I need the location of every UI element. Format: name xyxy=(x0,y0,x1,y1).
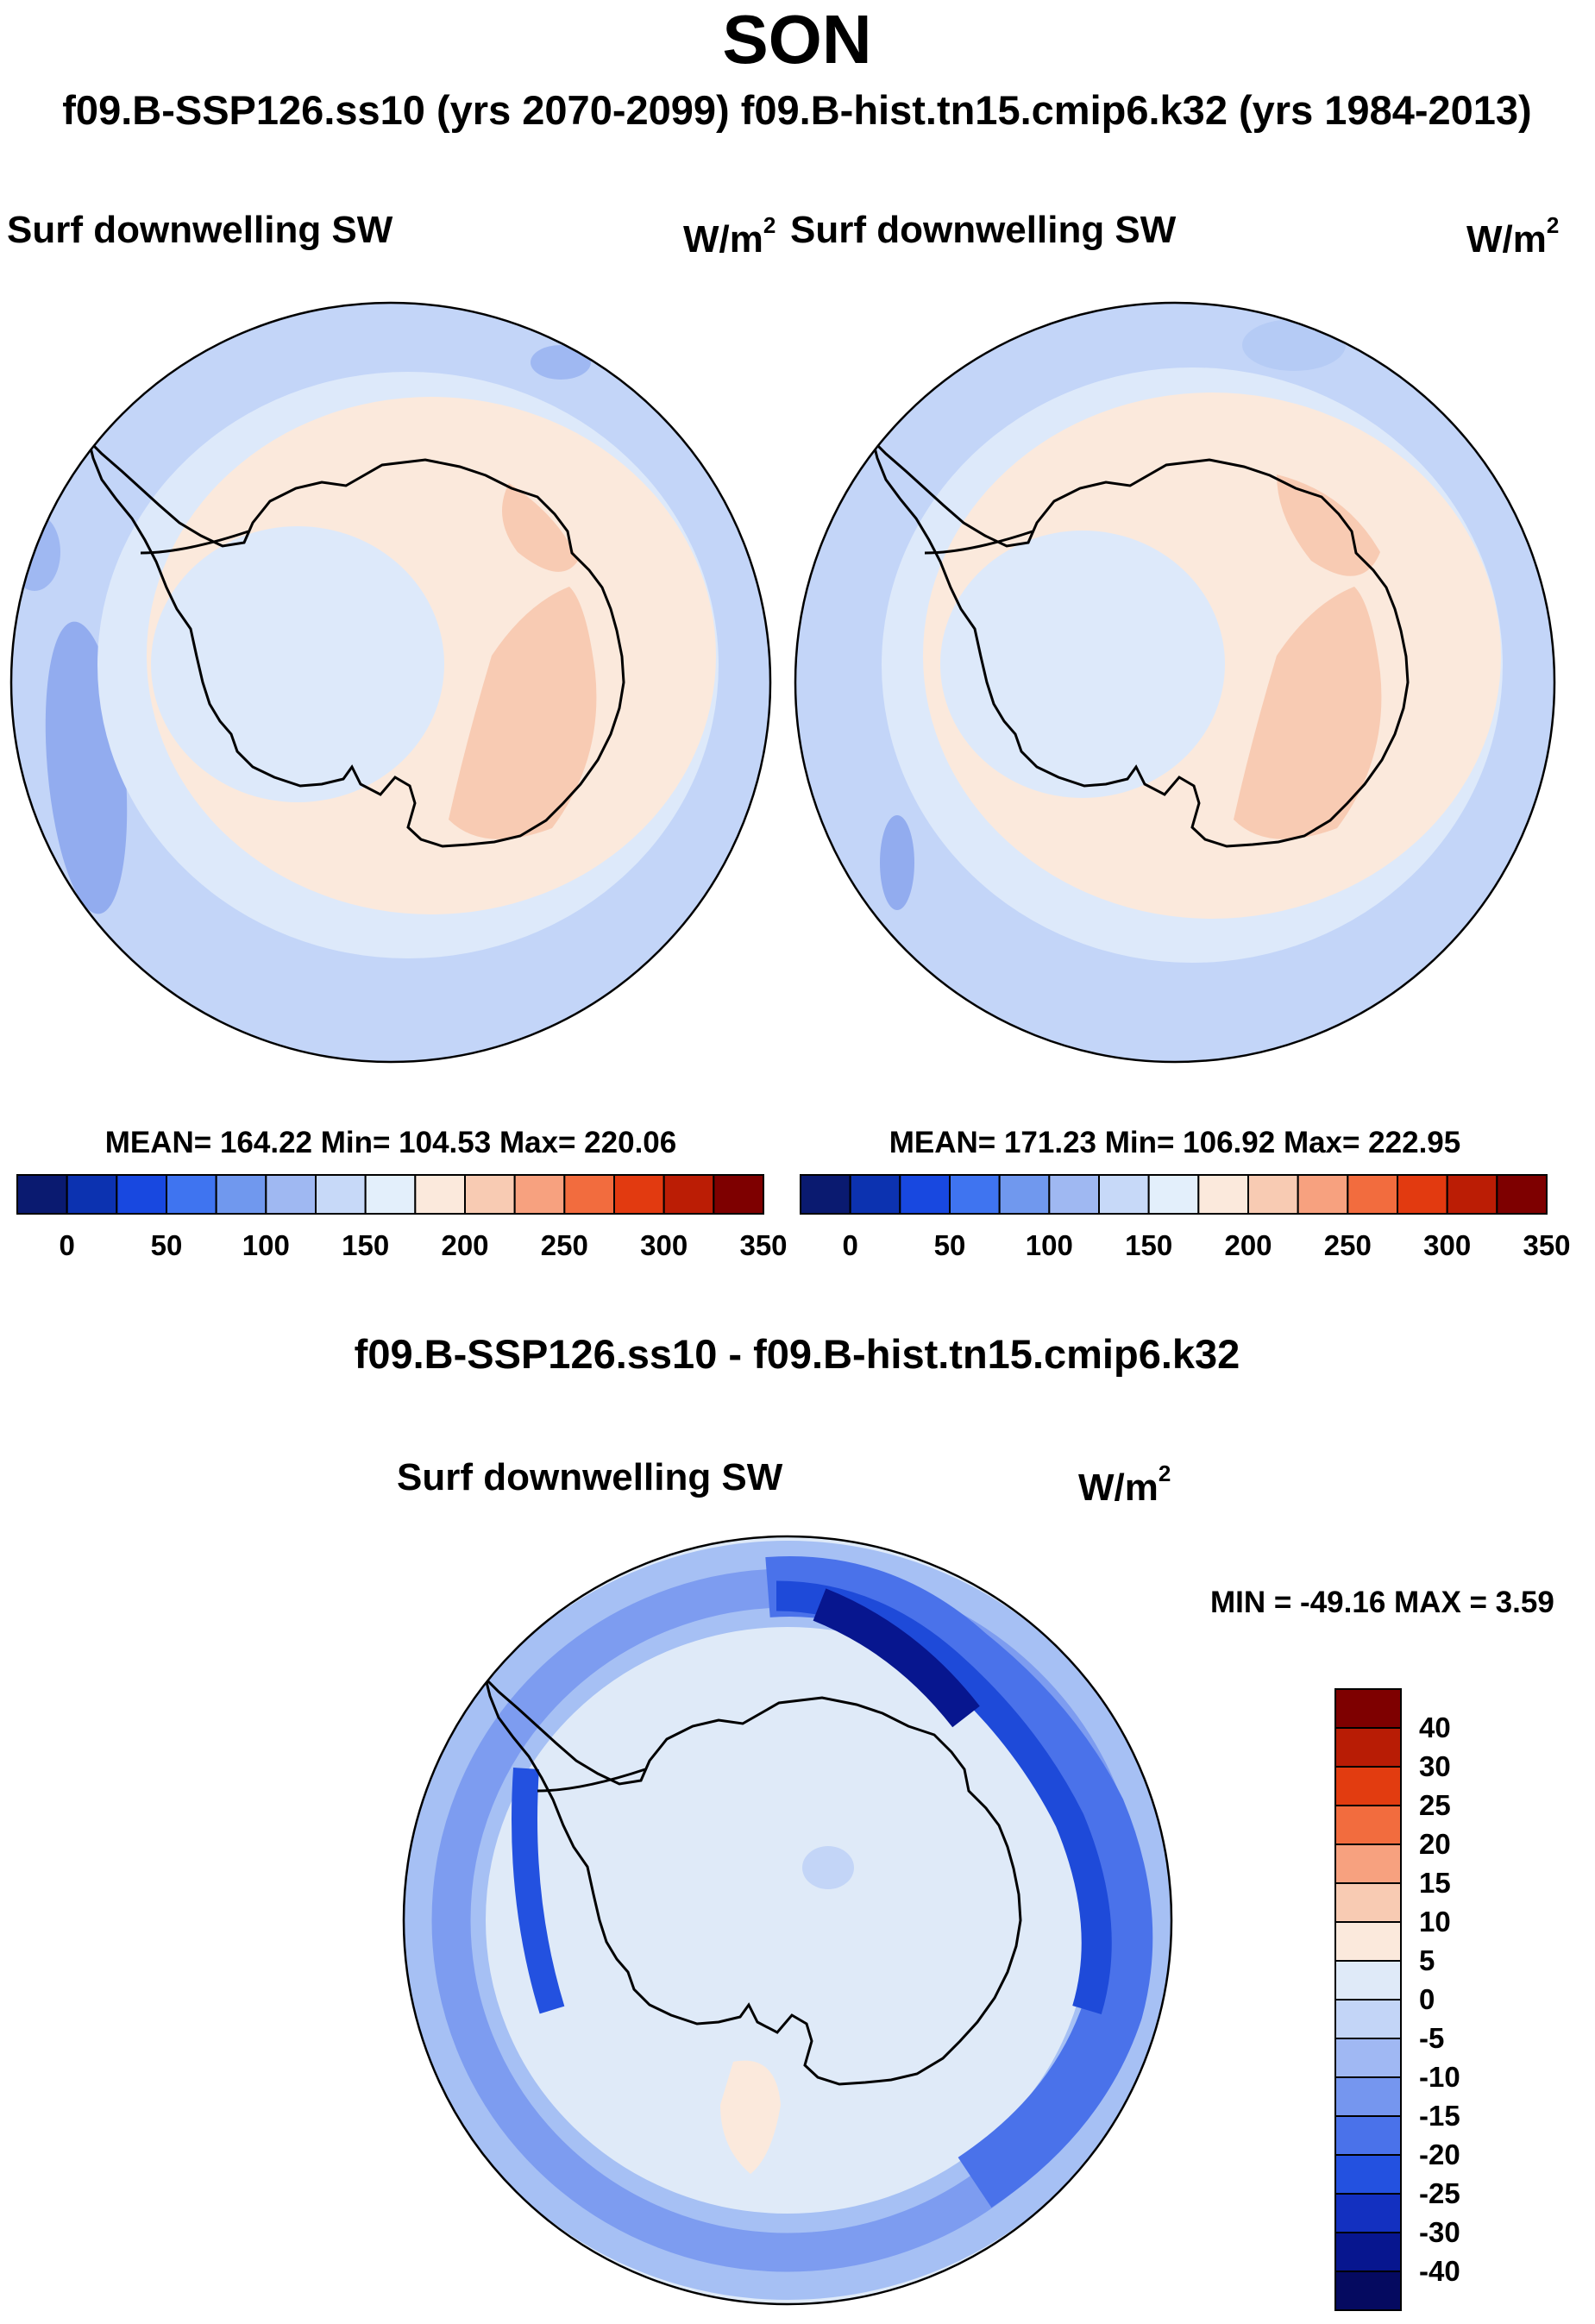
panel2-unit: W/m2 xyxy=(1466,212,1560,261)
diff-colorbar-tick-label: 40 xyxy=(1419,1712,1451,1743)
diff-colorbar-tick-label: -30 xyxy=(1419,2216,1460,2248)
panel2-colorbar-tick-label: 300 xyxy=(1423,1229,1472,1261)
figure-title: SON xyxy=(722,1,872,78)
panel1-colorbar-tick-label: 200 xyxy=(441,1229,489,1261)
diff-colorbar-box xyxy=(1334,1921,1402,1962)
diff-colorbar-box xyxy=(1334,1727,1402,1768)
diff-colorbar-tick-label: 25 xyxy=(1419,1789,1451,1821)
panel1-colorbar-box xyxy=(464,1174,516,1215)
panel2-colorbar-box xyxy=(1197,1174,1250,1215)
diff-minmax: MIN = -49.16 MAX = 3.59 xyxy=(1210,1586,1554,1619)
panel2-stats: MEAN= 171.23 Min= 106.92 Max= 222.95 xyxy=(889,1126,1461,1159)
diff-colorbar-tick-label: 20 xyxy=(1419,1828,1451,1860)
panel2-colorbar-box xyxy=(998,1174,1051,1215)
diff-colorbar-box xyxy=(1334,1805,1402,1845)
panel1-colorbar-box xyxy=(364,1174,417,1215)
diff-colorbar-box xyxy=(1334,2271,1402,2311)
panel2-colorbar-box xyxy=(1397,1174,1448,1215)
diff-colorbar-tick-label: 10 xyxy=(1419,1906,1451,1938)
diff-colorbar-box xyxy=(1334,2154,1402,2195)
diff-colorbar-tick-label: -5 xyxy=(1419,2022,1445,2054)
panel2-colorbar-box xyxy=(849,1174,901,1215)
diff-colorbar xyxy=(1334,1688,1402,2311)
diff-label: Surf downwelling SW xyxy=(397,1456,783,1498)
diff-colorbar-box xyxy=(1334,1960,1402,2001)
panel2-colorbar-tick-label: 250 xyxy=(1323,1229,1372,1261)
panel1-colorbar-box xyxy=(265,1174,317,1215)
panel2-colorbar-tick-label: 0 xyxy=(842,1229,858,1261)
panel2-colorbar xyxy=(800,1174,1548,1215)
diff-colorbar-tick-label: 15 xyxy=(1419,1867,1451,1899)
diff-colorbar-tick-label: -25 xyxy=(1419,2177,1460,2209)
diff-colorbar-box xyxy=(1334,1843,1402,1884)
diff-colorbar-box xyxy=(1334,1882,1402,1923)
panel1-colorbar-tick-label: 300 xyxy=(640,1229,688,1261)
diff-colorbar-box xyxy=(1334,1688,1402,1729)
panel1-colorbar-box xyxy=(662,1174,715,1215)
panel1-colorbar-tick-label: 0 xyxy=(59,1229,75,1261)
panel2-colorbar-box xyxy=(1048,1174,1101,1215)
panel2-colorbar-box xyxy=(1446,1174,1498,1215)
diff-colorbar-tick-label: 30 xyxy=(1419,1750,1451,1782)
diff-colorbar-box xyxy=(1334,2115,1402,2156)
diff-colorbar-box xyxy=(1334,2076,1402,2117)
diff-colorbar-tick-label: -10 xyxy=(1419,2061,1460,2093)
panel1-colorbar-box xyxy=(513,1174,566,1215)
panel2-map-border xyxy=(794,301,1556,1064)
panel1-map-border xyxy=(9,301,772,1064)
panel1-colorbar-box xyxy=(166,1174,217,1215)
panel1-colorbar xyxy=(16,1174,764,1215)
panel2-colorbar-box xyxy=(949,1174,1001,1215)
panel1-stats: MEAN= 164.22 Min= 104.53 Max= 220.06 xyxy=(104,1126,677,1159)
panel1-map xyxy=(11,303,770,1062)
panel1-colorbar-tick-label: 250 xyxy=(540,1229,588,1261)
panel1-unit: W/m2 xyxy=(683,212,776,261)
panel1-label: Surf downwelling SW xyxy=(7,209,393,251)
panel2-colorbar-tick-label: 200 xyxy=(1224,1229,1272,1261)
panel2-colorbar-box xyxy=(1347,1174,1399,1215)
panel1-colorbar-box xyxy=(315,1174,367,1215)
diff-colorbar-tick-label: 5 xyxy=(1419,1944,1435,1976)
diff-map xyxy=(404,1536,1171,2304)
panel1-colorbar-box xyxy=(116,1174,167,1215)
panel2-colorbar-tick-label: 350 xyxy=(1523,1229,1571,1261)
panel2-colorbar-box xyxy=(1098,1174,1150,1215)
panel1-colorbar-box xyxy=(613,1174,665,1215)
diff-unit: W/m2 xyxy=(1078,1460,1171,1509)
diff-colorbar-box xyxy=(1334,1766,1402,1806)
panel1-colorbar-box xyxy=(66,1174,118,1215)
diff-colorbar-box xyxy=(1334,2193,1402,2233)
panel1-colorbar-box xyxy=(563,1174,615,1215)
diff-title: f09.B-SSP126.ss10 - f09.B-hist.tn15.cmip… xyxy=(354,1331,1240,1377)
diff-colorbar-box xyxy=(1334,1999,1402,2039)
panel2-colorbar-box xyxy=(1297,1174,1349,1215)
panel1-colorbar-box xyxy=(215,1174,267,1215)
panel1-colorbar-box xyxy=(16,1174,68,1215)
diff-colorbar-tick-label: -40 xyxy=(1419,2255,1460,2287)
diff-colorbar-tick-label: -15 xyxy=(1419,2100,1460,2132)
panel2-colorbar-box xyxy=(1147,1174,1200,1215)
diff-colorbar-box xyxy=(1334,2038,1402,2078)
diff-colorbar-tick-label: -20 xyxy=(1419,2139,1460,2170)
panel2-colorbar-tick-label: 100 xyxy=(1025,1229,1073,1261)
diff-colorbar-box xyxy=(1334,2232,1402,2272)
panel2-colorbar-box xyxy=(800,1174,851,1215)
panel1-colorbar-box xyxy=(713,1174,764,1215)
panel2-colorbar-tick-label: 50 xyxy=(933,1229,966,1261)
panel1-colorbar-box xyxy=(414,1174,467,1215)
diff-colorbar-tick-label: 0 xyxy=(1419,1983,1435,2015)
panel2-colorbar-box xyxy=(899,1174,951,1215)
panel1-colorbar-tick-label: 350 xyxy=(739,1229,788,1261)
panel2-map xyxy=(795,303,1554,1062)
panel2-colorbar-tick-label: 150 xyxy=(1125,1229,1173,1261)
panel2-label: Surf downwelling SW xyxy=(790,209,1177,251)
panel1-colorbar-tick-label: 150 xyxy=(342,1229,390,1261)
panel1-colorbar-tick-label: 100 xyxy=(242,1229,290,1261)
panel1-colorbar-tick-label: 50 xyxy=(150,1229,183,1261)
figure-subtitle: f09.B-SSP126.ss10 (yrs 2070-2099) f09.B-… xyxy=(62,87,1532,133)
panel2-colorbar-box xyxy=(1247,1174,1299,1215)
panel2-colorbar-box xyxy=(1496,1174,1548,1215)
diff-map-border xyxy=(402,1535,1173,2306)
